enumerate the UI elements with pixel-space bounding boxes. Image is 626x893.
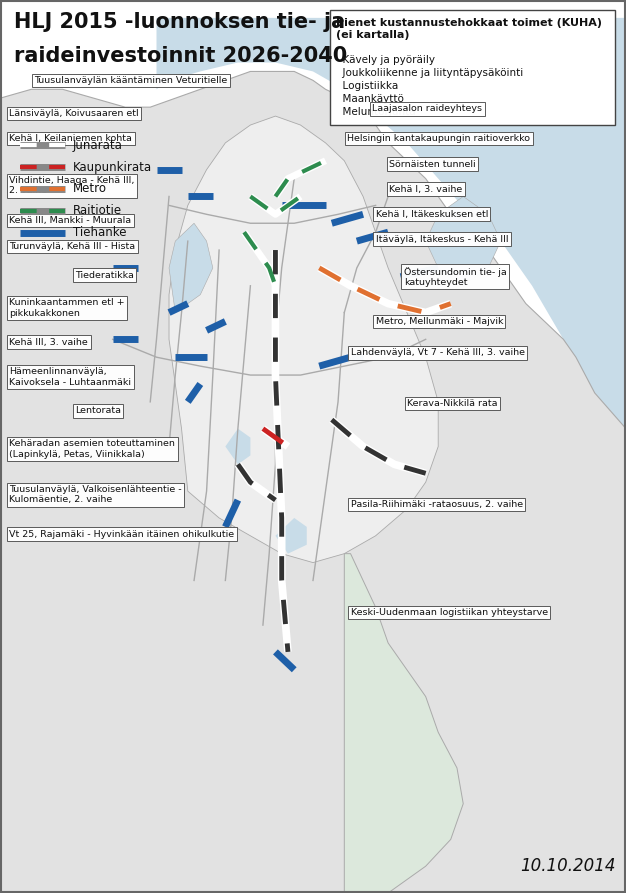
Polygon shape — [225, 429, 250, 464]
Polygon shape — [275, 518, 307, 554]
Polygon shape — [426, 196, 501, 286]
Bar — [330, 10, 615, 125]
Text: raideinvestoinnit 2026-2040: raideinvestoinnit 2026-2040 — [14, 46, 347, 66]
Text: Kehä I, Itäkeskuksen etl: Kehä I, Itäkeskuksen etl — [376, 210, 488, 219]
Text: Raitiotie: Raitiotie — [73, 204, 122, 218]
Text: Kehä III, 3. vaihe: Kehä III, 3. vaihe — [9, 338, 88, 346]
Text: Kehä I, Keilaniemen kohta: Kehä I, Keilaniemen kohta — [9, 134, 132, 143]
Polygon shape — [344, 554, 463, 893]
Text: Kävely ja pyöräily: Kävely ja pyöräily — [336, 55, 435, 65]
Text: Turunväylä, Kehä III - Hista: Turunväylä, Kehä III - Hista — [9, 242, 135, 251]
Text: Junarata: Junarata — [73, 138, 123, 152]
Text: Kerava-Nikkilä rata: Kerava-Nikkilä rata — [407, 399, 498, 408]
Text: Lahdenväylä, Vt 7 - Kehä III, 3. vaihe: Lahdenväylä, Vt 7 - Kehä III, 3. vaihe — [351, 348, 525, 357]
Text: Vt 25, Rajamäki - Hyvinkään itäinen ohikulkutie: Vt 25, Rajamäki - Hyvinkään itäinen ohik… — [9, 530, 235, 538]
Text: Kuninkaantammen etl +
pikkukakkonen: Kuninkaantammen etl + pikkukakkonen — [9, 298, 125, 318]
Text: Tiehanke: Tiehanke — [73, 227, 126, 239]
Text: Kehä III, Mankki - Muurala: Kehä III, Mankki - Muurala — [9, 216, 131, 225]
Text: Sörnäisten tunneli: Sörnäisten tunneli — [389, 160, 476, 169]
Text: Tuusulanväylä, Valkoisenlähteentie -
Kulomäentie, 2. vaihe: Tuusulanväylä, Valkoisenlähteentie - Kul… — [9, 485, 182, 505]
Text: Helsingin kantakaupungin raitioverkko: Helsingin kantakaupungin raitioverkko — [347, 134, 530, 143]
Text: Lentorata: Lentorata — [75, 406, 121, 415]
Polygon shape — [0, 71, 626, 893]
Text: Östersundomin tie- ja
katuyhteydet: Östersundomin tie- ja katuyhteydet — [404, 267, 506, 287]
Text: Keski-Uudenmaan logistiikan yhteystarve: Keski-Uudenmaan logistiikan yhteystarve — [351, 608, 548, 617]
Text: Meluntorjunta: Meluntorjunta — [336, 107, 416, 117]
Text: Tiederatikka: Tiederatikka — [75, 271, 134, 280]
Text: Kehä I, 3. vaihe: Kehä I, 3. vaihe — [389, 185, 463, 194]
Text: Maankäyttö: Maankäyttö — [336, 94, 404, 104]
Text: Tuusulanväylän kääntäminen Veturitielle: Tuusulanväylän kääntäminen Veturitielle — [34, 76, 228, 85]
Polygon shape — [169, 223, 213, 313]
Text: Kaupunkirata: Kaupunkirata — [73, 161, 152, 173]
Text: Laajasalon raideyhteys: Laajasalon raideyhteys — [372, 104, 483, 113]
Text: 10.10.2014: 10.10.2014 — [520, 857, 616, 875]
Text: Hämeenlinnanväylä,
Kaivoksela - Luhtaanmäki: Hämeenlinnanväylä, Kaivoksela - Luhtaanm… — [9, 367, 131, 387]
Polygon shape — [156, 18, 626, 429]
Text: Metro, Mellunmäki - Majvik: Metro, Mellunmäki - Majvik — [376, 317, 503, 326]
Text: Logistiikka: Logistiikka — [336, 81, 398, 91]
Text: Kehäradan asemien toteuttaminen
(Lapinkylä, Petas, Viinikkala): Kehäradan asemien toteuttaminen (Lapinky… — [9, 439, 175, 459]
Polygon shape — [169, 116, 438, 563]
Text: Metro: Metro — [73, 182, 107, 196]
Text: Itäväylä, Itäkeskus - Kehä III: Itäväylä, Itäkeskus - Kehä III — [376, 235, 508, 244]
Text: HLJ 2015 -luonnoksen tie- ja: HLJ 2015 -luonnoksen tie- ja — [14, 12, 345, 32]
Text: Pasila-Riihimäki -rataosuus, 2. vaihe: Pasila-Riihimäki -rataosuus, 2. vaihe — [351, 500, 523, 509]
Text: Länsiväylä, Koivusaaren etl: Länsiväylä, Koivusaaren etl — [9, 109, 139, 118]
Text: Joukkoliikenne ja liityntäpysäköinti: Joukkoliikenne ja liityntäpysäköinti — [336, 68, 523, 78]
Text: Vihdintie, Haaga - Kehä III,
2. vaihe: Vihdintie, Haaga - Kehä III, 2. vaihe — [9, 176, 135, 196]
Text: Pienet kustannustehokkaat toimet (KUHA)
(ei kartalla): Pienet kustannustehokkaat toimet (KUHA) … — [336, 18, 602, 39]
